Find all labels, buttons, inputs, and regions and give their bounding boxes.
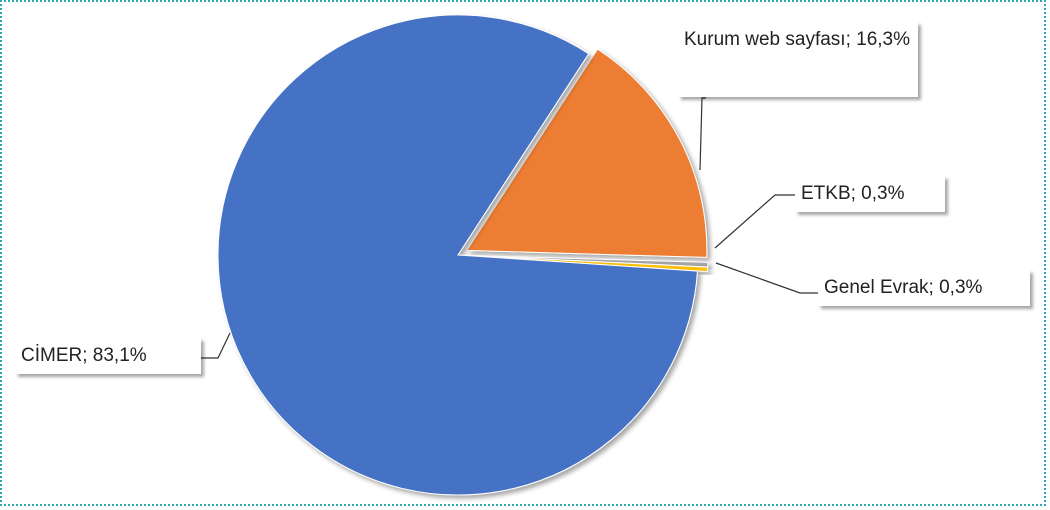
data-label: Kurum web sayfası; 16,3%: [678, 22, 918, 97]
leader-line: [699, 97, 706, 171]
data-label: CİMER; 83,1%: [15, 338, 201, 374]
leader-line: [715, 262, 818, 294]
pie-slice: [465, 48, 708, 258]
leader-lines: [200, 97, 818, 359]
leader-line: [714, 194, 795, 249]
leader-line: [200, 332, 231, 359]
data-label: ETKB; 0,3%: [795, 176, 945, 212]
pie-slice: [217, 14, 698, 496]
data-label: Genel Evrak; 0,3%: [818, 270, 1030, 306]
